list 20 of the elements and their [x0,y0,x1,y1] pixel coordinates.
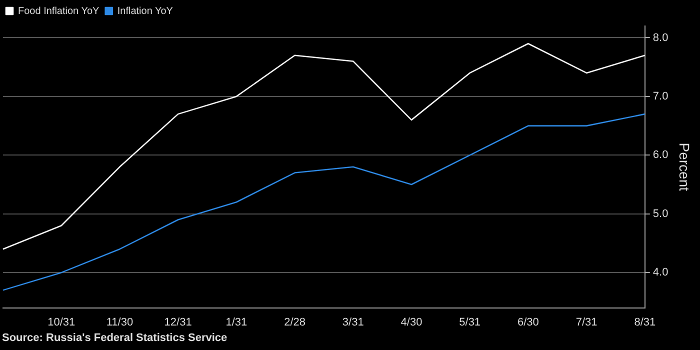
x-tick-label: 8/31 [634,316,656,328]
x-tick-label: 3/31 [342,316,364,328]
legend-label: Food Inflation YoY [18,6,100,17]
y-tick-label: 6.0 [652,149,668,162]
x-tick-label: 12/31 [164,316,192,328]
x-tick-label: 2/28 [284,316,306,328]
x-tick-label: 1/31 [226,316,248,328]
x-tick-label: 11/30 [106,316,134,328]
legend-label: Inflation YoY [117,6,174,17]
source-note: Source: Russia's Federal Statistics Service [1,332,228,344]
y-tick-label: 5.0 [652,208,668,220]
y-tick-label: 7.0 [652,90,668,102]
x-tick-label: 6/30 [517,316,539,328]
x-tick-label: 4/30 [400,316,422,328]
x-tick-label: 7/31 [576,316,598,328]
x-tick-label: 10/31 [48,316,76,328]
y-tick-label: 4.0 [652,266,668,279]
y-axis-title: Percent [676,142,693,192]
y-tick-label: 8.0 [652,32,668,44]
x-tick-label: 5/31 [459,316,481,328]
